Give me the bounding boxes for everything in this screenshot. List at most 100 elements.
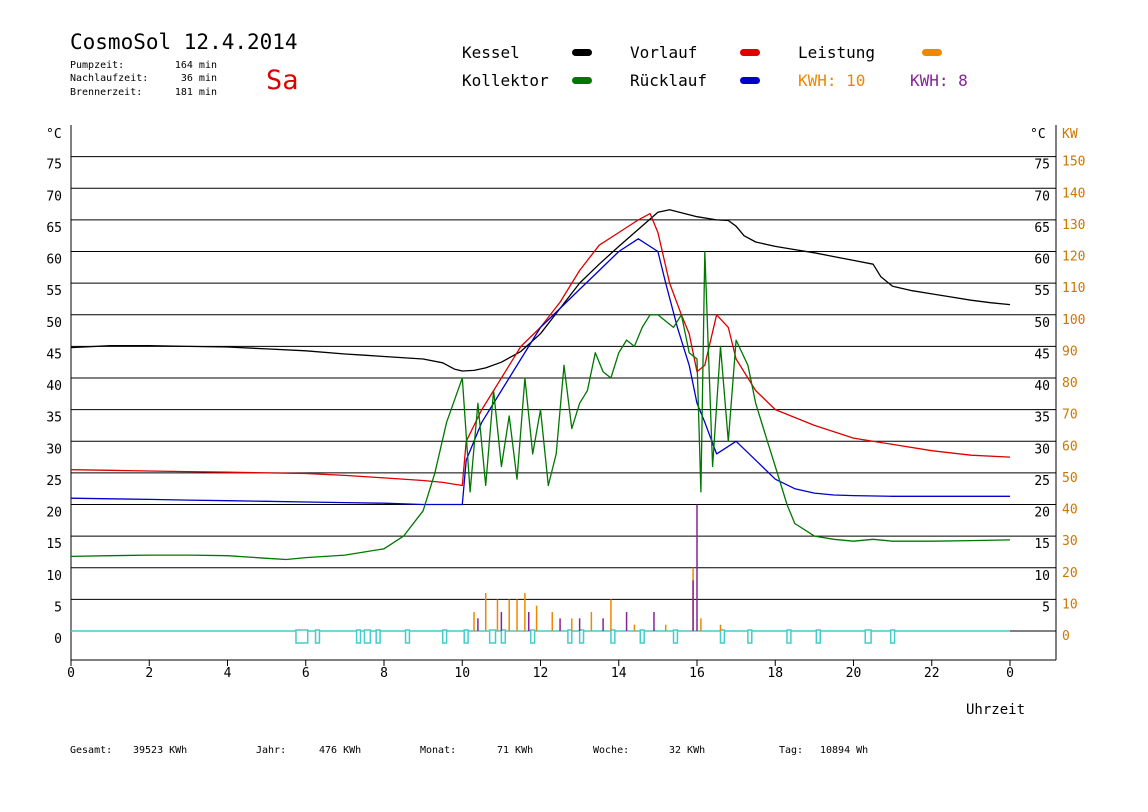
pump-interval xyxy=(529,629,536,644)
y-axis-unit-right: °C xyxy=(1030,127,1046,142)
y2-tick-label: 140 xyxy=(1062,186,1085,201)
pump-interval xyxy=(578,629,585,644)
y-tick-label-right: 20 xyxy=(1034,506,1050,521)
y2-tick-label: 130 xyxy=(1062,218,1085,233)
series-line-kessel xyxy=(70,209,1011,372)
footer-label: Tag: xyxy=(779,745,803,756)
power-bars xyxy=(473,504,722,631)
y-tick-label-left: 5 xyxy=(54,600,62,615)
series-line-vorlauf xyxy=(70,212,1011,487)
x-tick-label: 10 xyxy=(454,666,470,681)
y2-tick-label: 70 xyxy=(1062,408,1078,423)
y-tick-label-left: 15 xyxy=(46,537,62,552)
pump-interval xyxy=(639,629,645,644)
pump-interval xyxy=(815,629,821,644)
pump-interval xyxy=(500,629,507,644)
series-line-kollektor xyxy=(70,250,1011,561)
y-tick-label-right: 70 xyxy=(1034,189,1050,204)
pump-interval xyxy=(404,629,411,644)
pump-interval xyxy=(610,629,616,644)
x-tick-label: 0 xyxy=(67,666,75,681)
axes xyxy=(70,125,1057,661)
x-tick-label: 4 xyxy=(224,666,232,681)
stat-value: 36 min xyxy=(181,73,217,84)
y-tick-label-right: 5 xyxy=(1042,600,1050,615)
x-tick-label: 14 xyxy=(611,666,627,681)
y-tick-label-right: 25 xyxy=(1034,474,1050,489)
legend-kwh-purple: KWH: 8 xyxy=(910,71,968,90)
x-tick-label: 8 xyxy=(380,666,388,681)
y2-tick-label: 10 xyxy=(1062,597,1078,612)
x-tick-label: 16 xyxy=(689,666,705,681)
day-label: Sa xyxy=(266,65,299,96)
y-tick-label-left: 35 xyxy=(46,411,62,426)
y2-tick-label: 20 xyxy=(1062,566,1078,581)
chart-title: CosmoSol 12.4.2014 xyxy=(70,30,298,54)
stat-label: Pumpzeit: xyxy=(70,60,124,71)
y2-tick-label: 50 xyxy=(1062,471,1078,486)
y-tick-label-right: 60 xyxy=(1034,253,1050,268)
stat-label: Brennerzeit: xyxy=(70,87,142,98)
y-tick-label-right: 35 xyxy=(1034,411,1050,426)
pump-interval xyxy=(747,629,753,644)
pump-interval xyxy=(463,629,469,644)
legend-swatch-vorlauf xyxy=(740,49,760,56)
y2-tick-label: 60 xyxy=(1062,439,1078,454)
y2-tick-label: 90 xyxy=(1062,344,1078,359)
x-tick-label: 18 xyxy=(767,666,783,681)
stat-label: Nachlaufzeit: xyxy=(70,73,148,84)
pump-interval xyxy=(355,629,362,644)
y-tick-label-right: 15 xyxy=(1034,537,1050,552)
y-tick-label-right: 55 xyxy=(1034,284,1050,299)
y2-tick-label: 100 xyxy=(1062,313,1085,328)
legend-swatch-kessel xyxy=(572,49,592,56)
header-stats: Pumpzeit: 164 min Nachlaufzeit: 36 min B… xyxy=(70,60,217,98)
y-tick-label-right: 65 xyxy=(1034,221,1050,236)
legend-swatch-ruecklauf xyxy=(740,77,760,84)
pump-interval xyxy=(363,629,372,644)
y-tick-label-right: 75 xyxy=(1034,158,1050,173)
y2-tick-label: 0 xyxy=(1062,629,1070,644)
pump-interval xyxy=(672,629,679,644)
footer-value: 39523 KWh xyxy=(133,745,187,756)
footer-label: Gesamt: xyxy=(70,745,112,756)
legend: Kessel Vorlauf Leistung Kollektor Rückla… xyxy=(462,43,968,90)
y2-tick-label: 120 xyxy=(1062,250,1085,265)
pump-interval xyxy=(488,629,497,644)
x-tick-label: 2 xyxy=(145,666,153,681)
legend-swatch-leistung xyxy=(922,49,942,56)
pump-interval xyxy=(567,629,573,644)
y-tick-label-left: 30 xyxy=(46,442,62,457)
y-tick-label-left: 75 xyxy=(46,158,62,173)
y-tick-label-left: 40 xyxy=(46,379,62,394)
y-tick-label-left: 25 xyxy=(46,474,62,489)
stat-value: 164 min xyxy=(175,60,217,71)
y2-tick-label: 40 xyxy=(1062,503,1078,518)
y2-tick-label: 150 xyxy=(1062,155,1085,170)
x-tick-label: 6 xyxy=(302,666,310,681)
y-tick-label-left: 60 xyxy=(46,253,62,268)
pump-interval xyxy=(441,629,448,644)
y-tick-label-left: 45 xyxy=(46,347,62,362)
pump-interval xyxy=(889,629,896,644)
y-tick-label-left: 70 xyxy=(46,189,62,204)
y-tick-label-left: 65 xyxy=(46,221,62,236)
series-lines xyxy=(70,209,1011,561)
y-tick-label-left: 0 xyxy=(54,632,62,647)
y2-tick-label: 30 xyxy=(1062,534,1078,549)
footer-label: Woche: xyxy=(593,745,629,756)
y-tick-label-left: 50 xyxy=(46,316,62,331)
pump-interval xyxy=(864,629,872,644)
pump-interval xyxy=(786,629,792,644)
y-tick-label-left: 20 xyxy=(46,506,62,521)
legend-label-kessel: Kessel xyxy=(462,43,520,62)
pump-indicator xyxy=(295,629,896,644)
legend-label-vorlauf: Vorlauf xyxy=(630,43,697,62)
pump-interval xyxy=(295,629,309,644)
grid-lines xyxy=(71,156,1056,600)
legend-label-leistung: Leistung xyxy=(798,43,875,62)
footer-value: 32 KWh xyxy=(669,745,705,756)
y-tick-label-right: 10 xyxy=(1034,569,1050,584)
